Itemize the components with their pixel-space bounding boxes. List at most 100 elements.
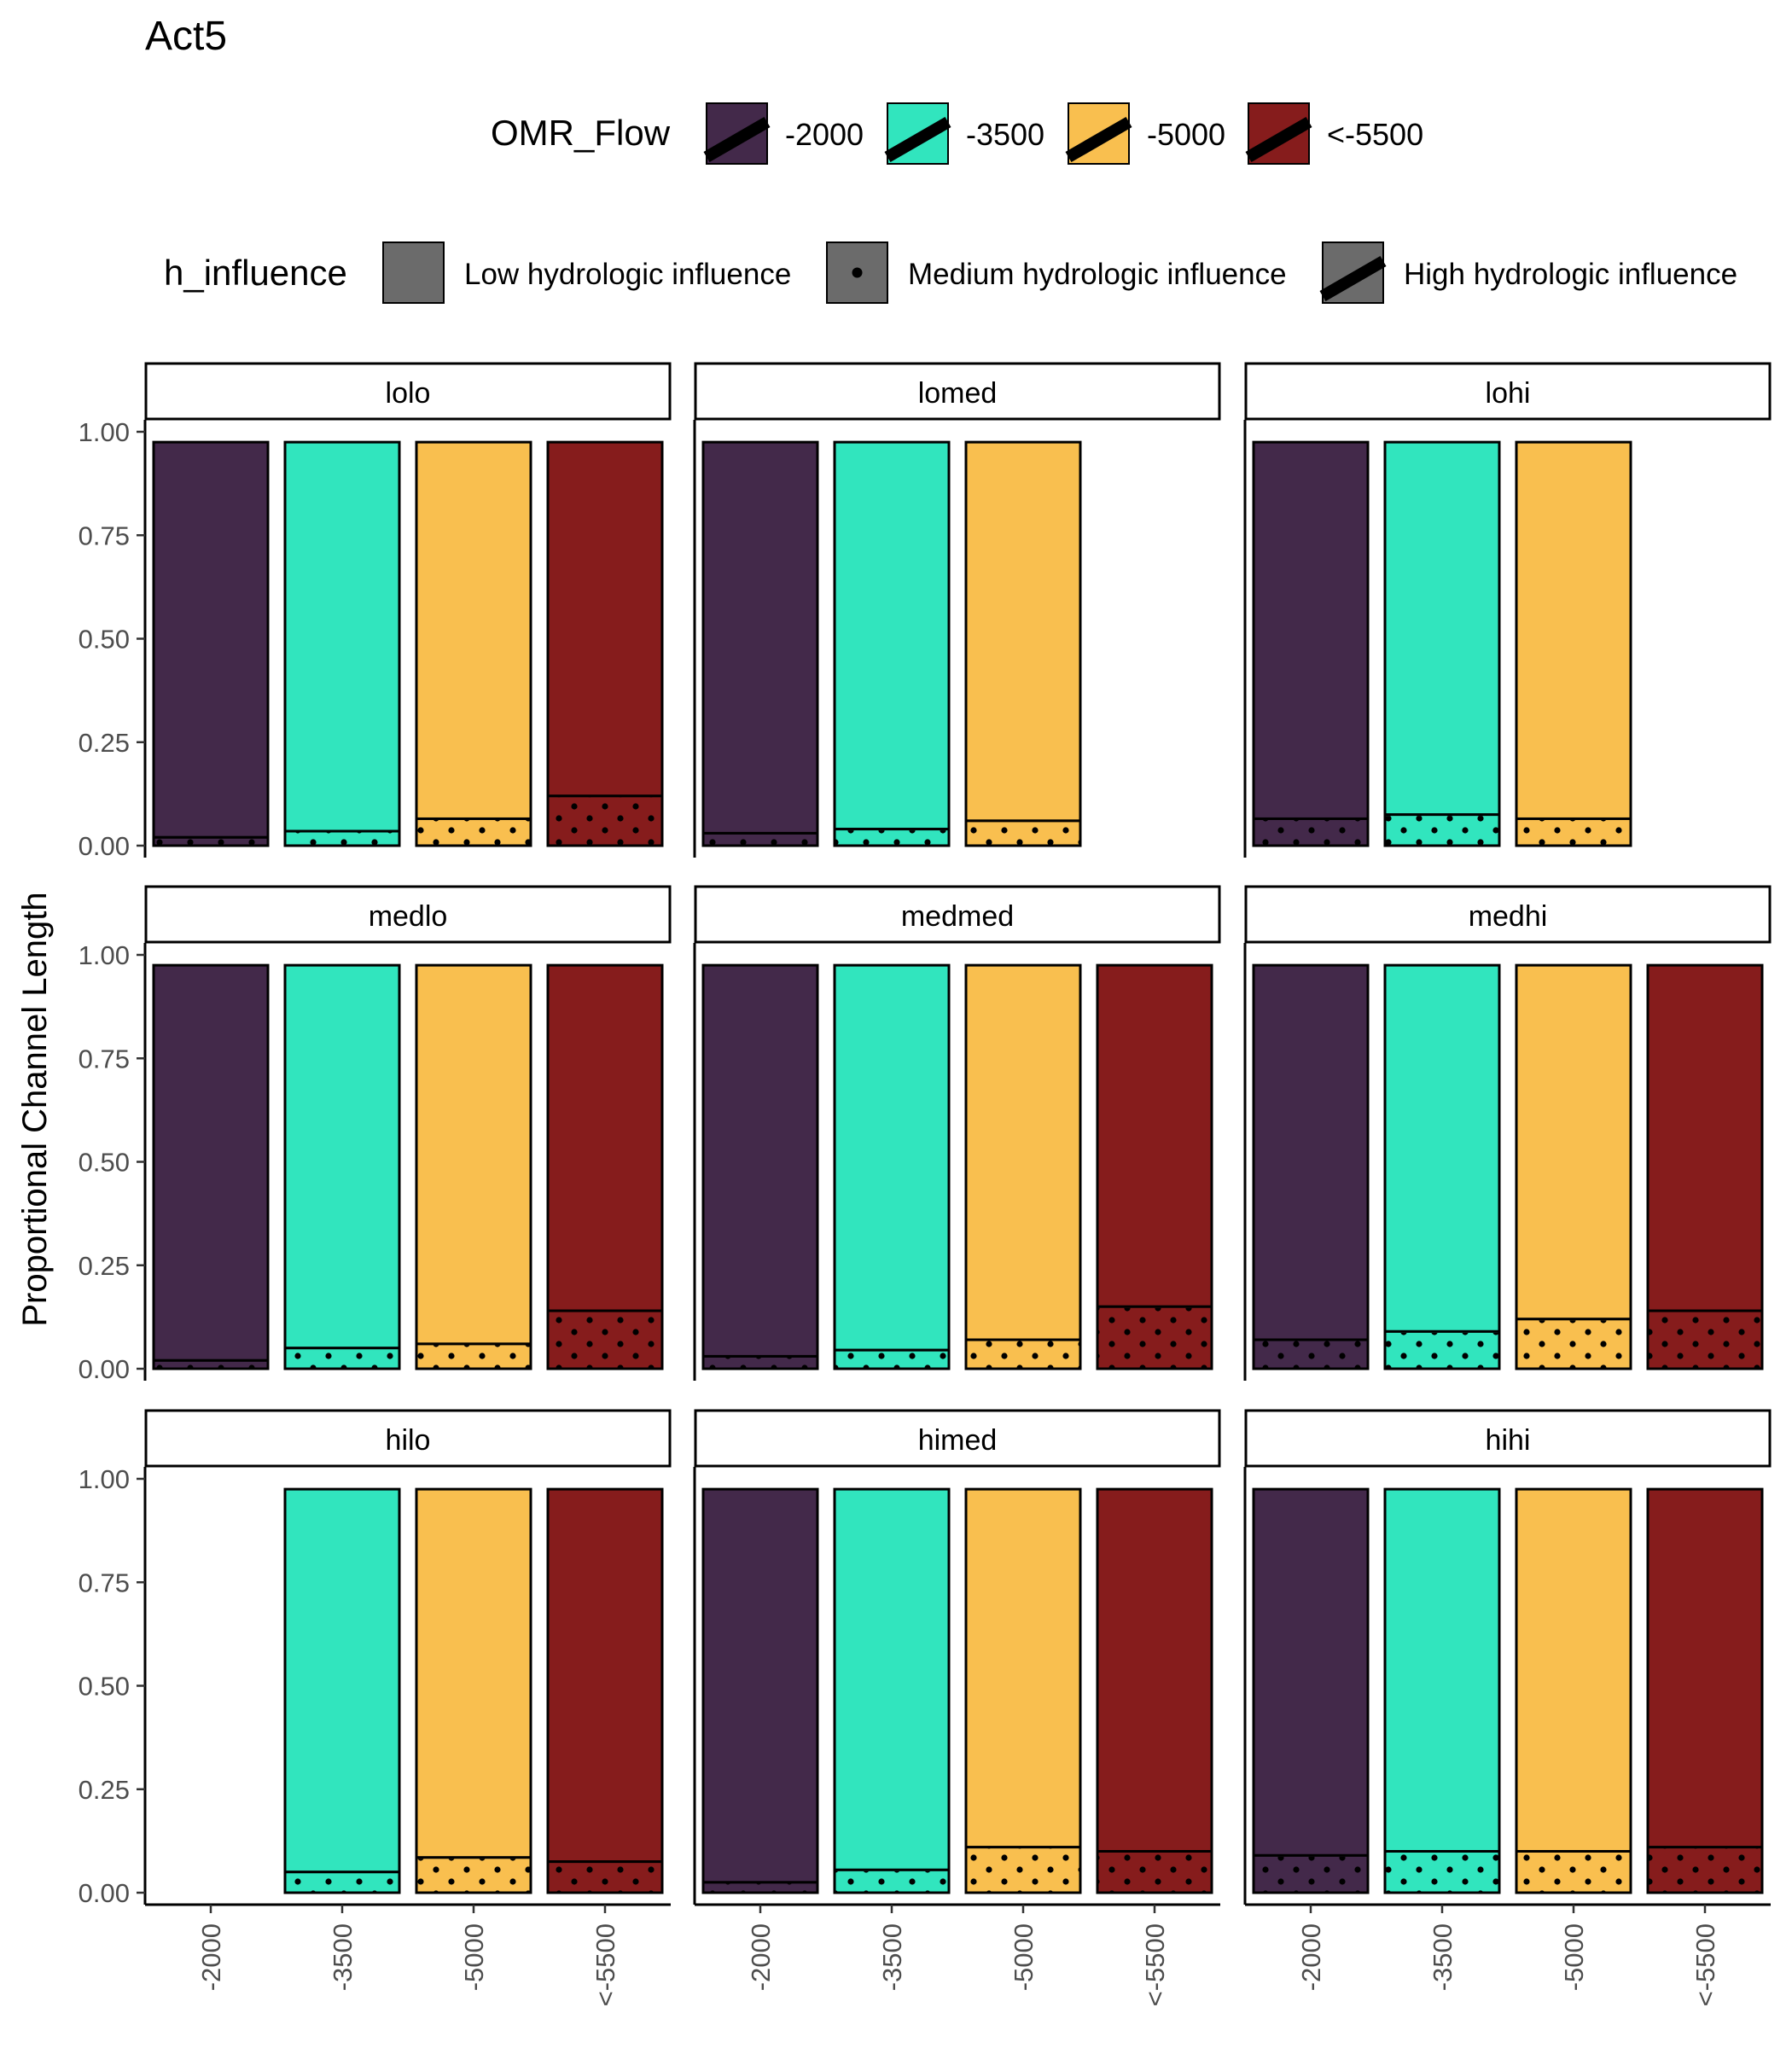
- legend-stripe: [1065, 116, 1132, 163]
- bar-2000: [701, 1487, 819, 1894]
- bar-low-influence-segment: [1515, 1487, 1632, 1853]
- facet-strip: [144, 885, 672, 944]
- bar-3500: [283, 963, 401, 1370]
- bar-5500: [1646, 1487, 1764, 1894]
- y-tick-label: 0.75: [79, 1568, 130, 1597]
- facet-strip-label: hihi: [1486, 1424, 1531, 1457]
- y-tick-label: 0.75: [79, 521, 130, 550]
- legend-key-5000: -5000: [1065, 102, 1225, 165]
- bar-2000: [1252, 963, 1370, 1370]
- y-tick-label: 0.50: [79, 1672, 130, 1702]
- bar-dot-pattern: [835, 1351, 948, 1368]
- y-tick-label: 0.25: [79, 1775, 130, 1805]
- legend-key-medium-hydrologic-influence: Medium hydrologic influence: [826, 241, 1287, 304]
- bar-5500: [1646, 963, 1764, 1370]
- bar-5000: [415, 1487, 532, 1894]
- bar-2000: [152, 963, 270, 1370]
- bar-dot-pattern: [835, 830, 948, 845]
- y-tick-label: 0.50: [79, 625, 130, 655]
- bar-low-influence-segment: [546, 963, 664, 1312]
- bar-5000: [1515, 1487, 1632, 1894]
- bar-dot-pattern: [1517, 1853, 1630, 1892]
- x-tick-label: <-5500: [1140, 1923, 1170, 2006]
- legend-pattern-title: h_influence: [164, 253, 347, 293]
- facet-strip: [694, 362, 1221, 421]
- bar-low-influence-segment: [1383, 1487, 1501, 1853]
- panel-lohi: lohi: [1243, 362, 1772, 858]
- legend-fill-label: -5000: [1147, 117, 1225, 152]
- bar-low-influence-segment: [1383, 440, 1501, 817]
- bar-2000: [1252, 1487, 1370, 1894]
- bar-5000: [964, 1487, 1082, 1894]
- bar-dot-pattern: [1386, 816, 1498, 845]
- bar-dot-pattern: [1098, 1307, 1211, 1368]
- bar-dot-pattern: [1386, 1853, 1498, 1892]
- bar-dot-pattern: [1386, 1332, 1498, 1368]
- legend-pattern-label: High hydrologic influence: [1404, 258, 1737, 291]
- legend-key-low-hydrologic-influence: Low hydrologic influence: [382, 241, 791, 304]
- bar-3500: [833, 440, 951, 847]
- panel-medhi: medhi: [1243, 885, 1772, 1381]
- facet-strip-label: lohi: [1486, 377, 1531, 410]
- bar-dot-pattern: [1649, 1312, 1761, 1368]
- bar-low-influence-segment: [1252, 963, 1370, 1341]
- x-tick-label: -3500: [1428, 1923, 1457, 1991]
- bar-dot-pattern: [549, 797, 661, 845]
- bar-5500: [546, 963, 664, 1370]
- bar-2000: [1252, 440, 1370, 847]
- legend-fill-title: OMR_Flow: [491, 113, 671, 153]
- bar-dot-pattern: [1254, 819, 1367, 845]
- legend: OMR_Flow -2000 -3500 -5000 <-5500 h_influence…: [164, 102, 1737, 304]
- x-tick-label: -5000: [1009, 1923, 1039, 1991]
- bar-dot-pattern: [967, 822, 1079, 845]
- legend-key-2000: -2000: [703, 102, 864, 165]
- bar-low-influence-segment: [1252, 1487, 1370, 1857]
- legend-stripe: [1319, 255, 1387, 302]
- bar-low-influence-segment: [283, 963, 401, 1350]
- bar-low-influence-segment: [283, 1487, 401, 1874]
- bar-dot-pattern: [1517, 1320, 1630, 1368]
- bar-3500: [1383, 1487, 1501, 1894]
- bar-low-influence-segment: [1252, 440, 1370, 820]
- bar-low-influence-segment: [415, 440, 532, 820]
- bar-low-influence-segment: [546, 1487, 664, 1864]
- bar-low-influence-segment: [152, 440, 270, 839]
- facet-strip-label: medlo: [369, 900, 448, 933]
- facet-strip: [1244, 362, 1772, 421]
- bar-dot-pattern: [286, 1349, 399, 1368]
- bar-low-influence-segment: [964, 440, 1082, 823]
- facet-strip-label: himed: [918, 1424, 998, 1457]
- bar-dot-pattern: [967, 1341, 1079, 1368]
- bar-dot-pattern: [417, 819, 530, 845]
- bar-dot-pattern: [417, 1345, 530, 1368]
- bar-dot-pattern: [154, 838, 267, 845]
- facet-strip-label: lomed: [918, 377, 998, 410]
- bar-dot-pattern: [417, 1859, 530, 1892]
- bar-3500: [283, 440, 401, 847]
- y-tick-label: 0.50: [79, 1148, 130, 1178]
- bar-5500: [1096, 1487, 1213, 1894]
- y-tick-label: 1.00: [79, 940, 130, 970]
- bar-5500: [1096, 963, 1213, 1370]
- legend-pattern-label: Medium hydrologic influence: [908, 258, 1287, 291]
- legend-stripe: [1245, 116, 1312, 163]
- bar-low-influence-segment: [1646, 963, 1764, 1312]
- bar-5000: [415, 963, 532, 1370]
- facet-panels: lolo 0.00 0.25 0.50 0.75 1.00 lomed lohi medlo 0.…: [79, 362, 1772, 2006]
- facet-strip: [144, 1409, 672, 1468]
- bar-low-influence-segment: [283, 440, 401, 833]
- y-tick-label: 0.00: [79, 1354, 130, 1384]
- bar-dot-pattern: [154, 1361, 267, 1368]
- facet-strip: [144, 362, 672, 421]
- x-tick-label: -3500: [877, 1923, 907, 1991]
- x-tick-label: -2000: [1296, 1923, 1326, 1991]
- bar-5500: [546, 1487, 664, 1894]
- bar-dot-pattern: [286, 832, 399, 845]
- facet-strip-label: lolo: [386, 377, 431, 410]
- x-tick-label: -2000: [196, 1923, 226, 1991]
- panel-himed: himed -2000 -3500 -5000 <-5500: [693, 1409, 1221, 2006]
- bar-dot-pattern: [967, 1848, 1079, 1892]
- bar-low-influence-segment: [1096, 963, 1213, 1308]
- bar-low-influence-segment: [546, 440, 664, 798]
